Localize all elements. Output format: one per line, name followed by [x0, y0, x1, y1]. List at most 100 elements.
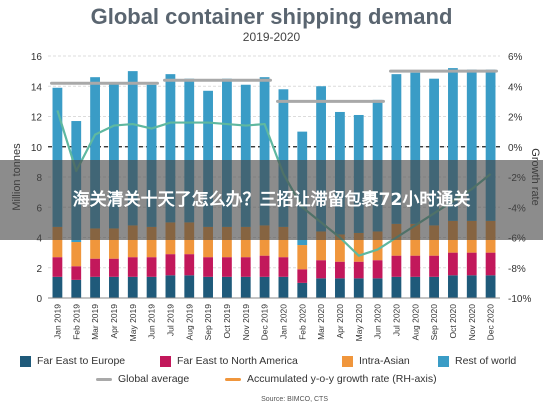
y-tick-label: 0	[36, 294, 42, 305]
bar-segment-rest-of-world	[203, 90, 213, 227]
bar-segment-far-east-to-north-america	[429, 255, 439, 277]
bar-segment-intra-asian	[90, 228, 100, 259]
x-tick-label: Jul 2019	[165, 304, 175, 336]
bar-segment-far-east-to-north-america	[146, 257, 157, 277]
bar-segment-far-east-to-north-america	[410, 255, 421, 277]
bar-segment-rest-of-world	[127, 71, 138, 226]
bar-segment-far-east-to-europe	[429, 276, 439, 298]
bar-segment-far-east-to-europe	[466, 275, 477, 298]
bar-segment-intra-asian	[127, 225, 138, 258]
legend-label: Intra-Asian	[359, 355, 410, 367]
bar-segment-intra-asian	[52, 226, 63, 258]
x-tick-label: Nov 2020	[467, 304, 477, 341]
bar-segment-intra-asian	[297, 245, 308, 270]
bar-segment-far-east-to-europe	[146, 276, 157, 298]
y2-tick-label: 4%	[508, 82, 523, 93]
bar-segment-rest-of-world	[222, 78, 232, 227]
bar-segment-intra-asian	[222, 226, 232, 258]
y2-tick-label: -10%	[508, 294, 531, 305]
y-tick-label: 12	[31, 113, 43, 124]
bar-segment-rest-of-world	[466, 69, 477, 221]
chart-subtitle: 2019-2020	[242, 30, 301, 44]
bar-segment-far-east-to-europe	[485, 275, 496, 298]
y-tick-label: 10	[31, 143, 43, 154]
bar-segment-far-east-to-europe	[448, 275, 458, 298]
bar-segment-far-east-to-north-america	[127, 257, 138, 277]
x-tick-label: Jul 2020	[391, 304, 401, 336]
bar-segment-far-east-to-europe	[335, 278, 345, 298]
bar-segment-far-east-to-europe	[184, 275, 195, 298]
legend-label: Far East to Europe	[37, 355, 126, 367]
bar-segment-far-east-to-north-america	[297, 269, 308, 283]
legend-label: Far East to North America	[177, 355, 298, 367]
x-tick-label: Oct 2020	[448, 304, 458, 339]
caption-banner: 海关清关十天了怎么办？三招让滞留包裹72小时通关	[0, 160, 543, 240]
legend-label: Rest of world	[455, 355, 517, 367]
bar-segment-intra-asian	[372, 231, 383, 261]
legend-item-intra-asian: Intra-Asian	[342, 355, 410, 367]
bar-segment-rest-of-world	[316, 86, 326, 232]
bar-segment-far-east-to-north-america	[222, 257, 232, 277]
bar-segment-far-east-to-north-america	[353, 261, 364, 279]
x-tick-label: Jun 2020	[373, 304, 383, 339]
bar-segment-intra-asian	[316, 231, 326, 261]
x-tick-label: Dec 2020	[486, 304, 496, 341]
bar-segment-intra-asian	[278, 226, 289, 258]
legend-line-swatch	[96, 377, 112, 381]
x-tick-label: Jan 2019	[52, 304, 62, 339]
bar-segment-far-east-to-europe	[410, 276, 421, 298]
bar-segment-far-east-to-north-america	[391, 255, 402, 277]
legend-item-far-east-europe: Far East to Europe	[20, 355, 125, 367]
x-tick-label: Apr 2020	[335, 304, 345, 339]
y2-tick-label: -8%	[508, 264, 526, 275]
bar-segment-rest-of-world	[146, 84, 157, 227]
bar-segment-far-east-to-north-america	[466, 252, 477, 276]
y-tick-label: 16	[31, 52, 43, 63]
bar-segment-rest-of-world	[448, 68, 458, 221]
bar-segment-far-east-to-europe	[278, 276, 289, 298]
bar-segment-far-east-to-north-america	[165, 254, 176, 276]
x-tick-label: Mar 2020	[316, 304, 326, 340]
legend-item-rest-of-world: Rest of world	[438, 355, 516, 367]
bar-segment-far-east-to-north-america	[372, 260, 383, 279]
bar-segment-far-east-to-north-america	[278, 257, 289, 277]
x-tick-label: Apr 2019	[109, 304, 119, 339]
legend-item-far-east-north-america: Far East to North America	[160, 355, 298, 367]
y2-tick-label: 6%	[508, 52, 523, 63]
bar-segment-far-east-to-north-america	[184, 254, 195, 276]
bar-segment-far-east-to-north-america	[109, 258, 119, 277]
y2-tick-label: 0%	[508, 143, 523, 154]
bar-segment-far-east-to-north-america	[335, 261, 345, 279]
bar-segment-rest-of-world	[391, 74, 402, 224]
x-tick-label: Oct 2019	[222, 304, 232, 339]
legend-swatch	[160, 355, 171, 367]
bar-segment-rest-of-world	[259, 77, 270, 226]
bar-segment-far-east-to-europe	[316, 278, 326, 298]
bar-segment-far-east-to-north-america	[52, 257, 63, 277]
bar-segment-far-east-to-europe	[259, 276, 270, 298]
bar-segment-rest-of-world	[165, 74, 176, 223]
legend-swatch	[438, 355, 449, 367]
bar-segment-far-east-to-north-america	[259, 255, 270, 277]
legend-swatch	[342, 355, 353, 367]
legend-item-growth-rate: Accumulated y-o-y growth rate (RH-axis)	[225, 373, 437, 385]
x-tick-label: Mar 2019	[90, 304, 100, 340]
chart-title: Global container shipping demand	[90, 4, 453, 29]
bar-segment-intra-asian	[146, 226, 157, 258]
legend: Far East to Europe Far East to North Ame…	[20, 355, 540, 391]
legend-label: Global average	[118, 373, 190, 385]
x-tick-label: Jan 2020	[278, 304, 288, 339]
source-note: Source: BIMCO, CTS	[261, 396, 328, 403]
bar-segment-far-east-to-north-america	[448, 252, 458, 276]
caption-text: 海关清关十天了怎么办？三招让滞留包裹72小时通关	[72, 190, 471, 210]
x-tick-label: Aug 2020	[410, 304, 420, 341]
bar-segment-far-east-to-europe	[127, 276, 138, 298]
bar-segment-far-east-to-europe	[90, 276, 100, 298]
bar-segment-far-east-to-north-america	[203, 257, 213, 277]
x-tick-label: May 2020	[354, 304, 364, 342]
bar-segment-intra-asian	[109, 228, 119, 259]
bar-segment-rest-of-world	[410, 72, 421, 224]
bar-segment-far-east-to-europe	[372, 278, 383, 298]
bar-segment-far-east-to-europe	[240, 276, 251, 298]
bar-segment-far-east-to-north-america	[90, 258, 100, 277]
